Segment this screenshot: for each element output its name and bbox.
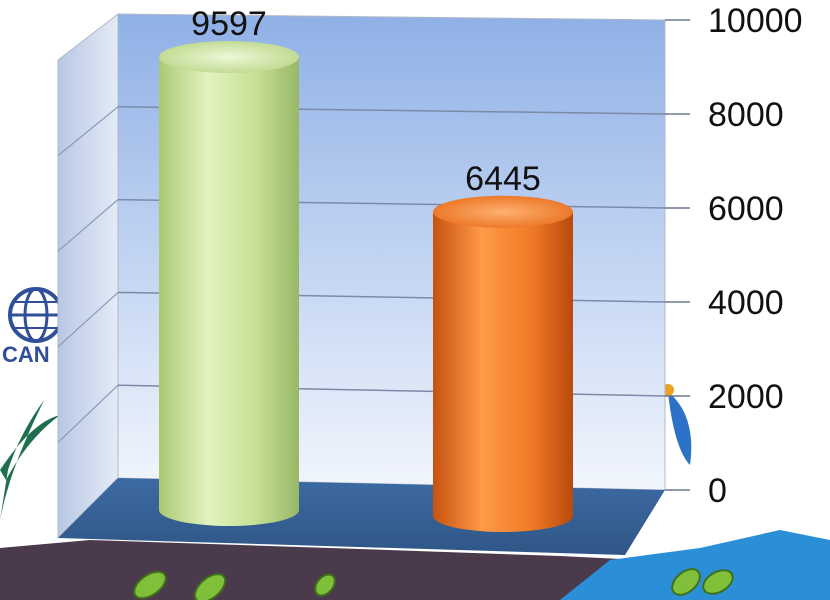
side-gridline bbox=[57, 291, 119, 348]
y-tick-label: 2000 bbox=[708, 378, 784, 416]
y-tick-label: 0 bbox=[708, 472, 727, 510]
side-gridline bbox=[57, 384, 119, 443]
bar-body bbox=[433, 211, 573, 532]
data-label: 6445 bbox=[465, 160, 541, 198]
bar-top bbox=[159, 41, 299, 74]
y-tick-label: 10000 bbox=[708, 2, 803, 40]
y-tick-label: 8000 bbox=[708, 96, 784, 134]
y-axis: 0 2000 4000 6000 8000 10000 bbox=[665, 2, 803, 510]
side-gridline bbox=[57, 106, 119, 157]
background-decoration: CAN bbox=[0, 287, 830, 600]
bar: 6445 bbox=[433, 160, 573, 532]
data-label: 9597 bbox=[191, 5, 267, 43]
bar: 9597 bbox=[159, 5, 299, 526]
water-shape bbox=[560, 530, 830, 600]
logo-text: CAN bbox=[2, 342, 50, 367]
y-tick-label: 6000 bbox=[708, 190, 784, 228]
y-tick-label: 4000 bbox=[708, 284, 784, 322]
palm-tree-shape bbox=[0, 400, 60, 520]
globe-logo-icon bbox=[8, 287, 64, 343]
bar-top bbox=[433, 195, 573, 228]
leaf-icon bbox=[133, 568, 734, 600]
side-gridline bbox=[57, 199, 119, 252]
side-wall bbox=[57, 12, 119, 540]
bar-body bbox=[159, 57, 299, 526]
chart-frame: 9597 6445 bbox=[57, 5, 666, 555]
bars: 9597 6445 bbox=[159, 5, 573, 532]
